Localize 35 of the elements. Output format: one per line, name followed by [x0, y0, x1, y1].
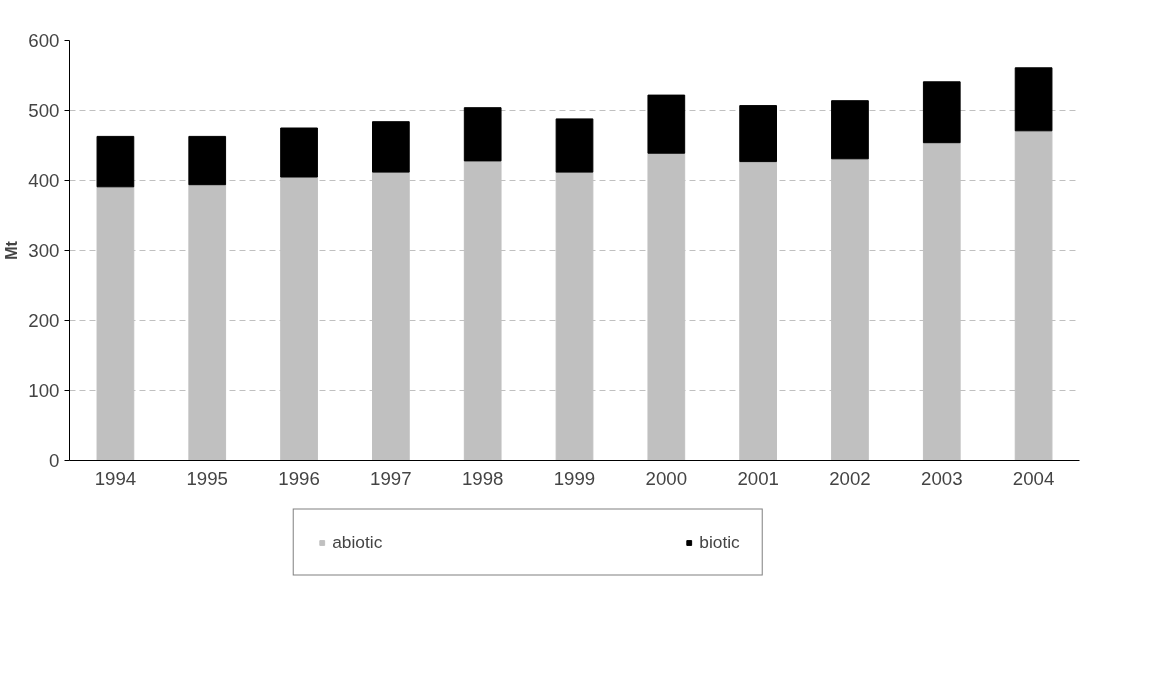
bar [463, 107, 502, 162]
x-tick-label: 1994 [94, 467, 137, 489]
x-tick-label: 1997 [370, 467, 412, 489]
y-tick-label: 0 [49, 450, 60, 471]
bar [96, 135, 135, 188]
x-tick-label: 2002 [829, 467, 871, 489]
x-tick-label: 1996 [278, 467, 320, 489]
bar [372, 121, 410, 173]
legend-label: biotic [699, 531, 740, 553]
bar [922, 81, 961, 144]
bar [555, 118, 594, 173]
x-tick-label: 1995 [186, 467, 228, 489]
bar [188, 184, 227, 461]
bar [647, 94, 686, 154]
y-tick-label: 100 [28, 380, 60, 401]
bar [1014, 67, 1053, 132]
y-tick-label: 600 [28, 30, 60, 51]
bar [280, 127, 318, 178]
bar [280, 176, 318, 461]
x-tick-label: 1999 [553, 467, 596, 489]
y-tick-label: 200 [28, 310, 60, 331]
bar [739, 105, 777, 163]
legend-label: abiotic [332, 531, 383, 553]
x-tick-label: 2004 [1012, 467, 1055, 489]
x-tick-label: 2001 [737, 467, 779, 489]
x-tick-label: 1998 [461, 467, 504, 489]
y-tick-label: 500 [28, 100, 60, 121]
y-axis-title: Mt [3, 240, 21, 260]
bar [831, 100, 869, 160]
y-tick-label: 400 [28, 170, 60, 191]
y-tick-label: 300 [28, 240, 60, 261]
x-tick-label: 2000 [645, 467, 688, 489]
x-tick-label: 2003 [921, 467, 963, 489]
bar [739, 161, 777, 461]
bar [188, 135, 227, 186]
